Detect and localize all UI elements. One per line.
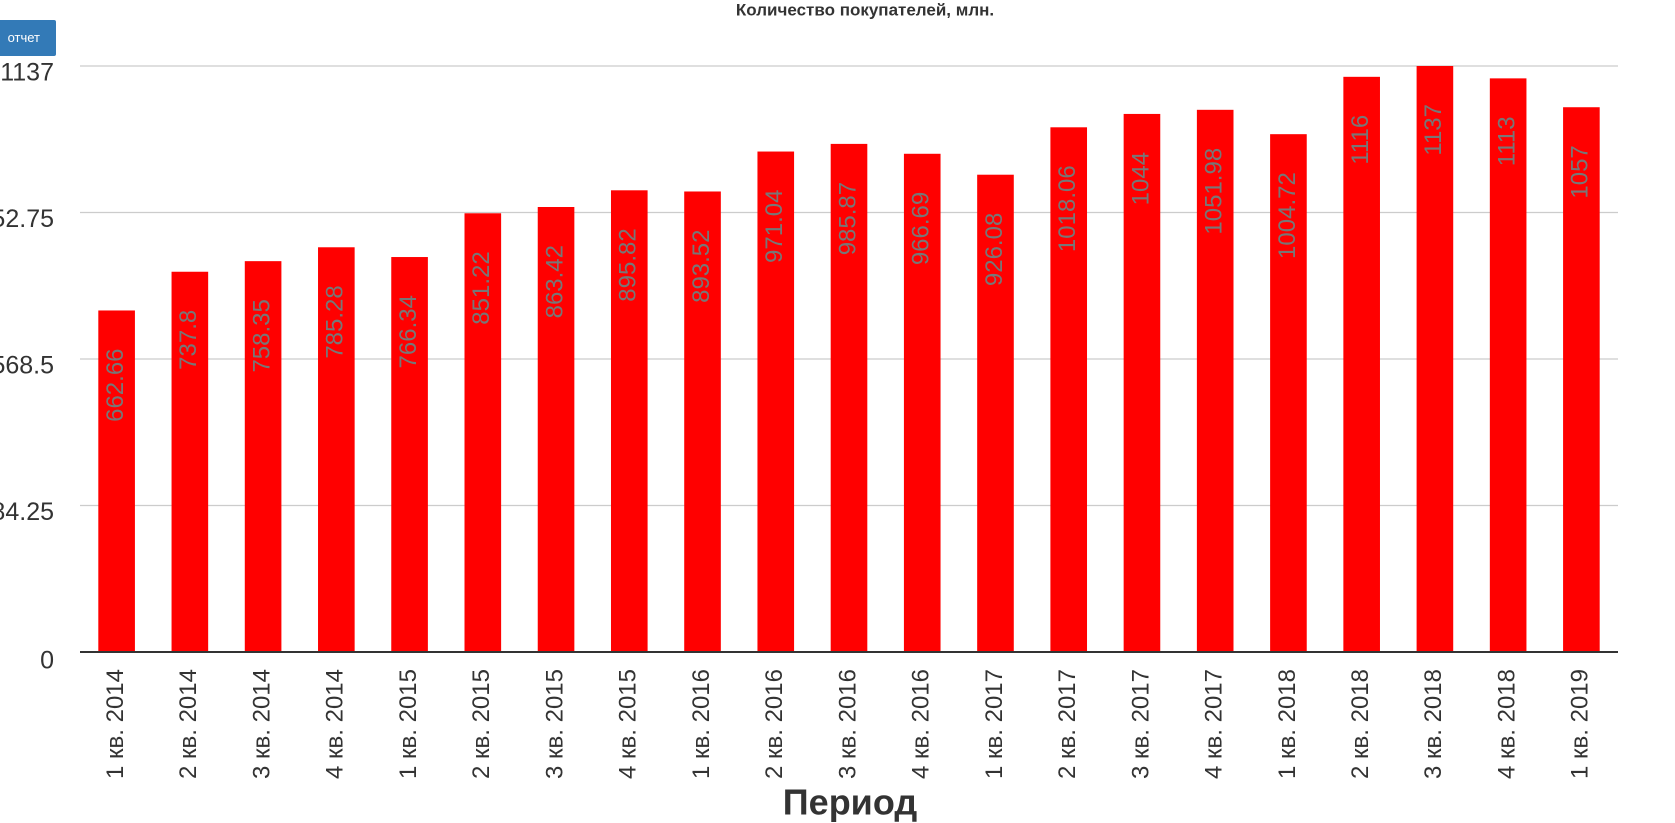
value-label: 758.35: [248, 299, 275, 372]
bar: [1416, 66, 1454, 652]
x-tick-label: 1 кв. 2018: [1274, 669, 1301, 779]
value-label: 1004.72: [1274, 172, 1301, 259]
x-tick-label: 2 кв. 2016: [761, 669, 788, 779]
value-label: 1018.06: [1054, 165, 1081, 252]
bar: [1196, 109, 1234, 652]
x-tick-label: 1 кв. 2015: [395, 669, 422, 779]
value-label: 662.66: [102, 348, 129, 421]
value-label: 1044: [1127, 152, 1154, 205]
x-tick-label: 2 кв. 2015: [468, 669, 495, 779]
bar: [977, 174, 1014, 652]
x-tick-label: 2 кв. 2014: [175, 669, 202, 779]
report-button-label[interactable]: отчет: [7, 30, 40, 45]
bar: [1123, 113, 1161, 652]
value-label: 1051.98: [1201, 148, 1228, 235]
chart-title: Количество покупателей, млн.: [736, 0, 994, 19]
value-label: 971.04: [761, 190, 788, 263]
value-label: 895.82: [615, 228, 642, 301]
x-tick-label: 4 кв. 2017: [1201, 669, 1228, 779]
value-label: 1116: [1347, 115, 1374, 165]
value-label: 785.28: [322, 285, 349, 358]
value-label: 766.34: [395, 295, 422, 368]
bar: [903, 153, 941, 652]
x-axis-title: Период: [783, 782, 918, 823]
y-tick-label: 568.5: [0, 352, 54, 380]
value-label: 851.22: [468, 251, 495, 324]
x-tick-label: 3 кв. 2014: [248, 669, 275, 779]
value-label: 1137: [1420, 104, 1447, 156]
value-label: 926.08: [981, 213, 1008, 286]
x-tick-label: 4 кв. 2014: [322, 669, 349, 779]
bar: [1489, 78, 1527, 653]
x-tick-label: 4 кв. 2018: [1493, 669, 1520, 779]
y-tick-label: 284.25: [0, 498, 54, 526]
y-tick-label: 0: [40, 647, 54, 675]
bar: [1343, 76, 1380, 652]
bar: [757, 151, 795, 652]
bar: [1563, 107, 1600, 652]
x-tick-label: 1 кв. 2014: [102, 669, 129, 779]
bar: [171, 271, 209, 652]
y-tick-label: 852.75: [0, 205, 54, 233]
bar: [610, 190, 648, 652]
report-button[interactable]: отчет: [0, 20, 56, 56]
bar: [391, 257, 428, 652]
bar: [464, 213, 502, 652]
x-tick-label: 3 кв. 2016: [834, 669, 861, 779]
bar: [1270, 134, 1307, 652]
x-tick-label: 2 кв. 2017: [1054, 669, 1081, 779]
bar: [684, 191, 721, 652]
value-label: 1113: [1493, 116, 1520, 166]
value-label: 966.69: [908, 192, 935, 265]
bar: [537, 207, 575, 652]
x-tick-label: 1 кв. 2017: [981, 669, 1008, 779]
x-tick-label: 3 кв. 2017: [1127, 669, 1154, 779]
value-label: 1057: [1567, 145, 1594, 198]
value-label: 893.52: [688, 229, 715, 302]
x-tick-label: 4 кв. 2015: [615, 669, 642, 779]
bar: [318, 247, 355, 653]
bar: [830, 143, 868, 652]
value-label: 985.87: [834, 182, 861, 255]
x-tick-label: 1 кв. 2019: [1567, 669, 1594, 779]
value-label: 863.42: [541, 245, 568, 318]
bar: [244, 261, 282, 652]
x-tick-label: 4 кв. 2016: [908, 669, 935, 779]
y-tick-label: 1137: [0, 59, 54, 87]
x-tick-label: 3 кв. 2015: [541, 669, 568, 779]
bar: [98, 310, 135, 652]
value-label: 737.8: [175, 310, 202, 370]
x-tick-label: 3 кв. 2018: [1420, 669, 1447, 779]
bar: [1050, 127, 1088, 652]
x-tick-label: 1 кв. 2016: [688, 669, 715, 779]
x-tick-label: 2 кв. 2018: [1347, 669, 1374, 779]
